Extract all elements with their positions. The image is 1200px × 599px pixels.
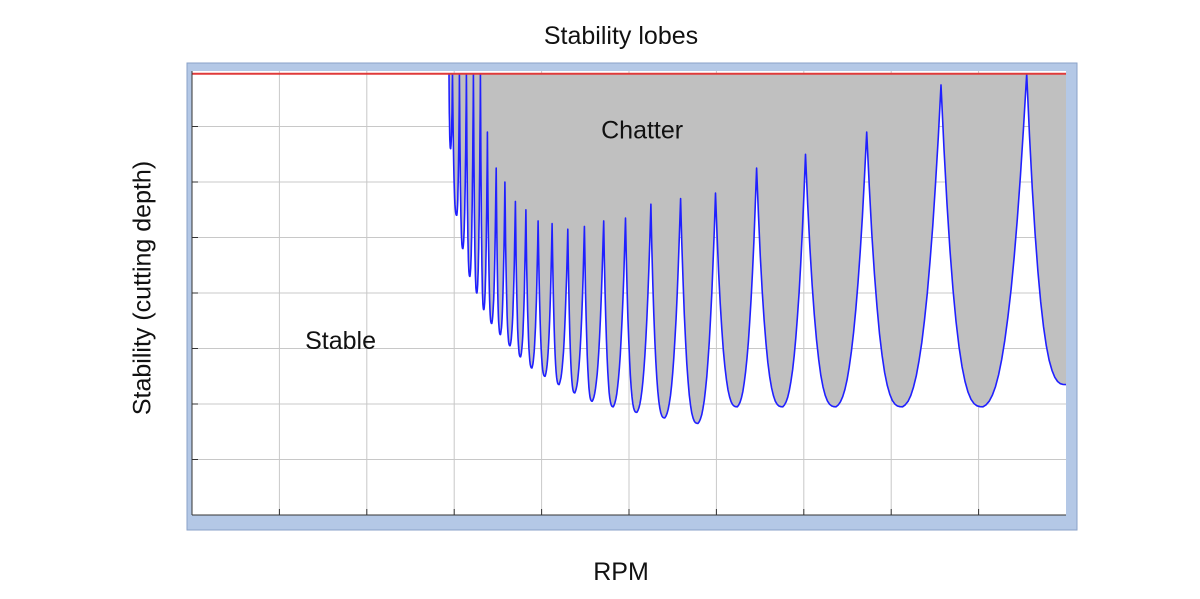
region-label-chatter: Chatter (601, 116, 683, 144)
chart-title: Stability lobes (543, 22, 699, 50)
x-axis-label: RPM (593, 558, 649, 586)
axis-ticks (192, 126, 980, 515)
region-label-stable: Stable (305, 327, 376, 355)
stability-lobe-boundary (448, 73, 1067, 425)
chatter-region (449, 73, 1066, 424)
